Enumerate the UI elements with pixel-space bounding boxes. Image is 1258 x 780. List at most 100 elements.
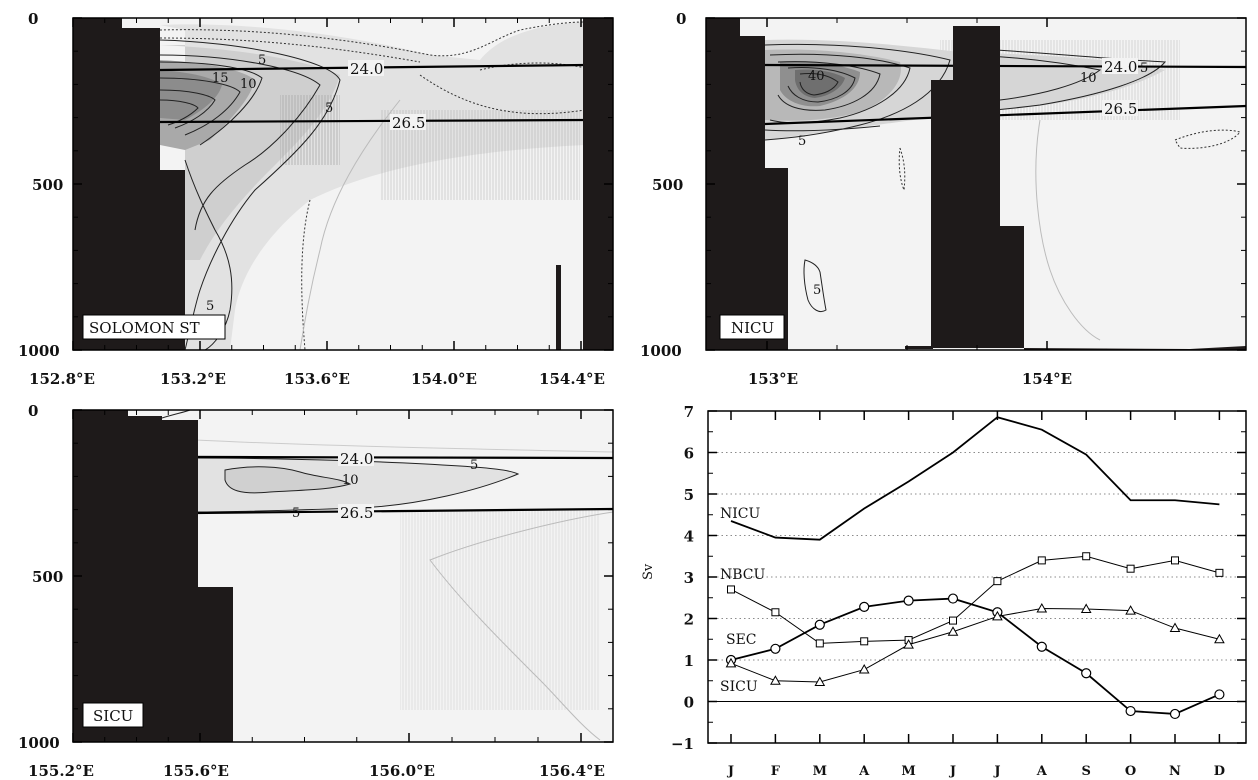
- dotted-contours: [898, 129, 1241, 191]
- y-tick-label: 500: [32, 176, 63, 194]
- y-tick-label: 2: [684, 611, 694, 629]
- land-mask: [706, 18, 788, 350]
- x-tick-label: A: [858, 764, 870, 779]
- isopycnal-label: 24.0: [1104, 58, 1137, 76]
- contour-line-light: [299, 99, 401, 351]
- series-line-nbcu: [730, 555, 1220, 644]
- gridlines: [708, 452, 1246, 702]
- isopycnal-label: 26.5: [1104, 100, 1137, 118]
- y-tick-label: 0: [28, 10, 38, 28]
- panel-sicu: 24.0 26.5 10 5 5 0 500 1000 155.2°E 155.…: [18, 402, 614, 780]
- contour-label: 5: [1140, 61, 1148, 76]
- series-label-nicu: NICU: [720, 506, 760, 522]
- y-axis-title: Sv: [641, 563, 656, 580]
- isopycnal-24: [764, 63, 1247, 69]
- contour-label: 5: [813, 283, 821, 298]
- data-point-triangle: [1080, 603, 1092, 613]
- axis-ticks: [706, 17, 1246, 351]
- x-tick-label: 155.2°E: [28, 762, 94, 780]
- contour-label: 15: [212, 71, 229, 86]
- data-point-triangle: [858, 664, 870, 674]
- data-point-triangle: [992, 610, 1003, 621]
- contour-label: 10: [342, 473, 359, 488]
- x-tick-label: 153°E: [748, 370, 798, 388]
- data-point-square: [1171, 556, 1179, 565]
- panel-solomon: 24.0 26.5 5 15 10 5 5 0 500 1000 152.8°E…: [18, 10, 614, 388]
- x-tick-label: F: [771, 764, 781, 779]
- data-point-square: [727, 585, 735, 594]
- data-point-circle: [770, 643, 781, 654]
- data-point-square: [1082, 552, 1091, 561]
- tick-labels: 7 6 5 4 3 2 1 0 −1 J F M A M J J A S O N D: [671, 403, 1225, 779]
- y-tick-label: 1000: [18, 342, 60, 360]
- contour-label: 5: [292, 506, 300, 521]
- y-tick-label: 500: [652, 176, 683, 194]
- x-tick-label: 154.4°E: [539, 370, 605, 388]
- x-tick-label: D: [1214, 764, 1225, 779]
- y-tick-label: 1: [684, 652, 694, 670]
- x-tick-label: 156.0°E: [369, 762, 435, 780]
- series-layer: [725, 416, 1225, 720]
- y-tick-label: 3: [684, 569, 694, 587]
- contour-label: 40: [808, 69, 825, 84]
- contour-label: 10: [1080, 71, 1097, 86]
- isopycnal-label: 24.0: [340, 450, 373, 468]
- x-tick-label: 152.8°E: [29, 370, 95, 388]
- y-tick-label: 4: [684, 528, 694, 546]
- axis-ticks: [72, 17, 613, 351]
- data-point-triangle: [1036, 603, 1048, 613]
- y-tick-label: 0: [684, 694, 694, 712]
- x-tick-label: J: [949, 764, 956, 779]
- data-point-triangle: [770, 675, 781, 685]
- x-tick-label: 153.2°E: [160, 370, 226, 388]
- plot-frame: [707, 410, 1247, 744]
- data-point-triangle: [1125, 605, 1136, 615]
- data-point-triangle: [725, 657, 737, 668]
- data-point-square: [860, 637, 869, 646]
- isopycnal-label: 26.5: [392, 114, 425, 132]
- transport-field-mid: [225, 466, 350, 493]
- data-point-square: [993, 577, 1002, 586]
- series-label-nbcu: NBCU: [720, 567, 766, 583]
- isopycnal-label: 26.5: [340, 504, 373, 522]
- contour-line-light: [429, 511, 614, 741]
- x-tick-label: 154.0°E: [411, 370, 477, 388]
- grid-patch: [400, 510, 600, 710]
- data-point-circle: [1036, 641, 1047, 652]
- panel-label: SOLOMON ST: [89, 319, 200, 337]
- x-tick-label: 153.6°E: [284, 370, 350, 388]
- data-point-circle: [1169, 708, 1181, 720]
- panel-label: NICU: [731, 319, 774, 337]
- transport-core-inner: [795, 69, 845, 98]
- y-tick-label: 0: [676, 10, 686, 28]
- x-tick-label: M: [813, 764, 827, 779]
- data-point-triangle: [903, 639, 914, 649]
- x-tick-label: 155.6°E: [163, 762, 229, 780]
- y-tick-label: 1000: [18, 734, 60, 752]
- data-point-circle: [947, 593, 959, 604]
- land-mask: [73, 410, 233, 742]
- data-point-triangle: [814, 676, 826, 686]
- data-point-square: [771, 608, 780, 617]
- contour-label: 5: [798, 134, 806, 149]
- contour-label: 5: [258, 53, 266, 68]
- y-tick-label: 1000: [640, 342, 682, 360]
- y-tick-label: 6: [684, 445, 694, 463]
- data-point-square: [949, 616, 957, 625]
- data-point-circle: [1081, 668, 1092, 679]
- series-label-sec: SEC: [726, 632, 757, 648]
- series-label-sicu: SICU: [720, 679, 758, 695]
- land-mask: [905, 346, 933, 349]
- x-tick-label: J: [993, 764, 1000, 779]
- data-point-triangle: [1169, 622, 1181, 633]
- data-point-triangle: [1214, 633, 1225, 644]
- y-tick-label: −1: [671, 735, 694, 753]
- land-mask: [73, 18, 185, 350]
- contour-label: 5: [325, 101, 333, 116]
- series-line-sec: [730, 597, 1220, 715]
- isopycnal-26.5: [159, 118, 586, 124]
- transport-core-inner: [160, 70, 222, 120]
- data-point-square: [1215, 568, 1224, 577]
- data-point-square: [1126, 564, 1135, 573]
